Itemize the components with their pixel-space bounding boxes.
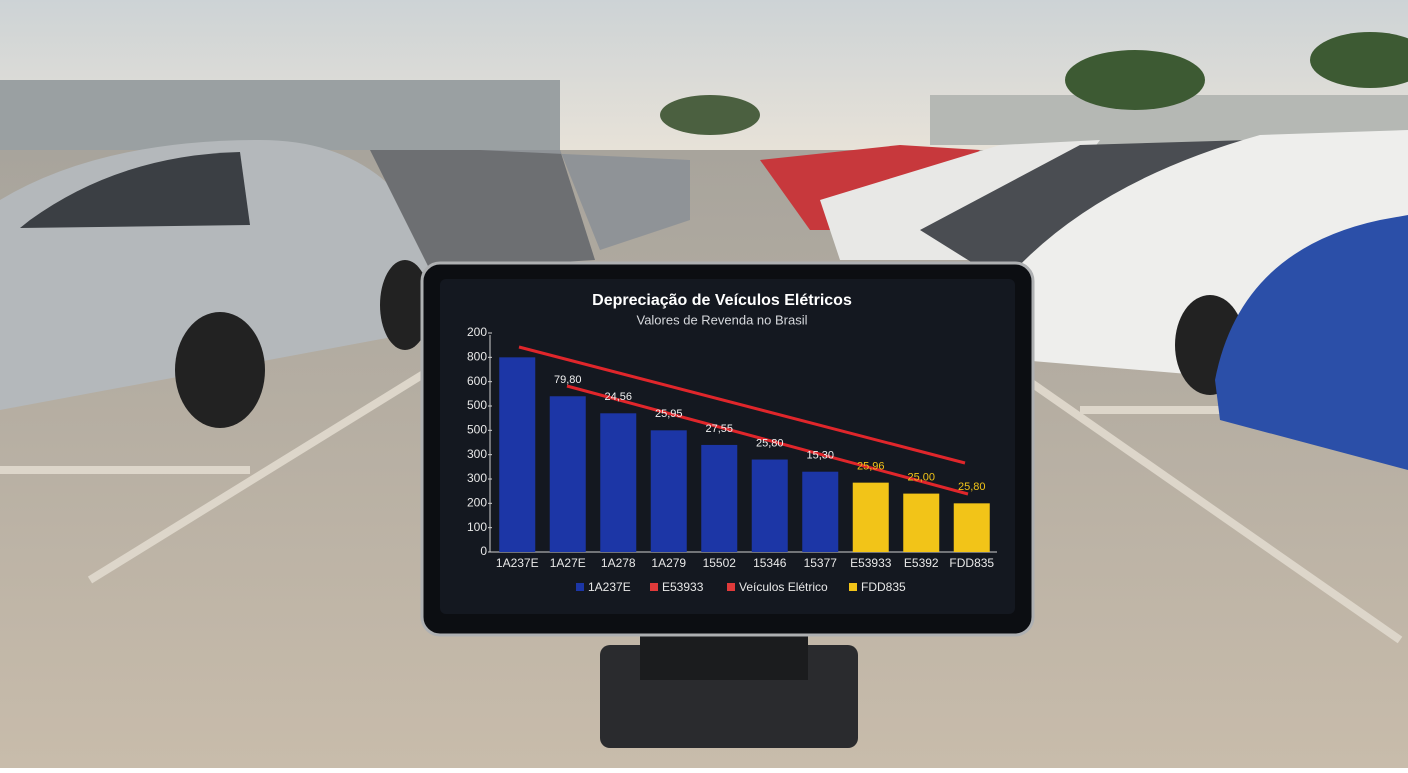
x-tick-label: 15502 <box>703 556 737 570</box>
x-tick-label: 15377 <box>804 556 838 570</box>
bar-annotation: 25,80 <box>958 481 986 493</box>
wall <box>0 80 560 150</box>
x-tick-label: E5392 <box>904 556 939 570</box>
legend-swatch <box>576 583 584 591</box>
y-tick-label: 600 <box>467 374 487 388</box>
chart-title: Depreciação de Veículos Elétricos <box>592 292 852 309</box>
y-tick-label: 200 <box>467 325 487 339</box>
trend-line <box>518 345 966 465</box>
bar <box>549 396 586 552</box>
x-tick-label: 15346 <box>753 556 787 570</box>
legend-swatch <box>849 583 857 591</box>
x-tick-label: 1A278 <box>601 556 636 570</box>
trend-line <box>566 384 969 496</box>
tree <box>1310 32 1408 88</box>
y-tick-label: 100 <box>467 520 487 534</box>
bar-annotation: 15,30 <box>806 450 834 462</box>
legend-swatch <box>650 583 658 591</box>
x-tick-label: 1A237E <box>496 556 539 570</box>
parking-lines <box>0 366 1408 644</box>
y-tick-label: 300 <box>467 447 487 461</box>
y-tick-label: 0 <box>480 544 487 558</box>
bar <box>802 471 839 552</box>
chart-subtitle: Valores de Revenda no Brasil <box>636 312 807 327</box>
cars-left <box>0 140 690 428</box>
y-tick-label: 500 <box>467 398 487 412</box>
bar <box>953 503 990 552</box>
y-tick-label: 300 <box>467 471 487 485</box>
y-tick-label: 800 <box>467 350 487 364</box>
bar <box>751 459 788 552</box>
x-tick-label: 1A27E <box>550 556 586 570</box>
x-tick-label: 1A279 <box>651 556 686 570</box>
bar-annotation: 25,80 <box>756 437 784 449</box>
bar <box>903 493 940 552</box>
bar <box>852 482 889 552</box>
bar <box>650 430 687 552</box>
bar-annotation: 25,00 <box>907 472 935 484</box>
bar-annotation: 24,56 <box>604 391 632 403</box>
bar-annotation: 79,80 <box>554 374 582 386</box>
bar-annotation: 25,95 <box>655 408 683 420</box>
y-tick-label: 200 <box>467 496 487 510</box>
tree <box>1065 50 1205 110</box>
x-tick-label: FDD835 <box>949 556 994 570</box>
bar-annotation: 27,55 <box>705 423 733 435</box>
legend-swatch <box>727 583 735 591</box>
bar <box>701 444 738 552</box>
cars-right <box>760 130 1408 470</box>
legend-label: FDD835 <box>861 580 906 594</box>
x-tick-label: E53933 <box>850 556 892 570</box>
legend-label: E53933 <box>662 580 704 594</box>
y-tick-label: 500 <box>467 423 487 437</box>
bar-annotation: 25,96 <box>857 461 885 473</box>
legend-label: 1A237E <box>588 580 631 594</box>
legend-label: Veículos Elétrico <box>739 580 828 594</box>
bar <box>600 413 637 552</box>
tree <box>660 95 760 135</box>
bar <box>499 357 536 552</box>
